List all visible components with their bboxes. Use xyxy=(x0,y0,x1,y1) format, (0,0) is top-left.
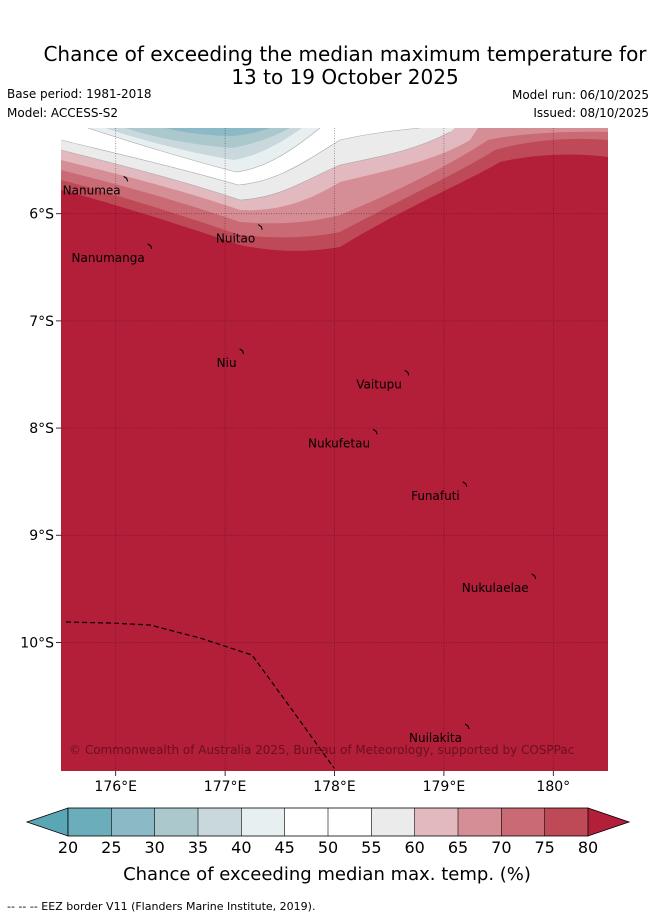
colorbar-tick-label: 20 xyxy=(58,838,78,857)
island-nanumea: Nanumea xyxy=(63,175,129,197)
colorbar-cell xyxy=(111,808,156,836)
colorbar-frame xyxy=(67,807,589,837)
colorbar-tick-label: 70 xyxy=(491,838,511,857)
island-funafuti: Funafuti xyxy=(411,481,468,503)
island-nuitao: Nuitao xyxy=(216,224,263,246)
colorbar-cell xyxy=(328,808,372,836)
colorbar-cell xyxy=(198,808,242,836)
island-label: Nukufetau xyxy=(308,436,370,450)
colorbar-tick-label: 75 xyxy=(534,838,554,857)
island-label: Niu xyxy=(217,356,237,370)
island-vaitupu: Vaitupu xyxy=(356,369,410,391)
colorbar-under-arrow xyxy=(25,807,69,837)
island-label: Vaitupu xyxy=(356,377,402,391)
colorbar-cell xyxy=(414,808,459,836)
island-nukulaelae: Nukulaelae xyxy=(462,573,537,595)
y-axis-ticks: 6°S 7°S 8°S 9°S 10°S xyxy=(20,207,61,651)
y-tick-label: 9°S xyxy=(29,528,54,544)
colorbar-cell xyxy=(154,808,199,836)
island-label: Nuilakita xyxy=(409,731,462,745)
colorbar-tick-label: 45 xyxy=(274,838,294,857)
island-shape xyxy=(462,481,468,487)
colorbar-tick-label: 55 xyxy=(361,838,381,857)
model-name: Model: ACCESS-S2 xyxy=(7,106,119,120)
y-tick-label: 7°S xyxy=(29,314,54,330)
island-shape xyxy=(531,573,537,580)
probability-field xyxy=(61,128,608,771)
colorbar: 20 25 30 35 40 45 50 55 60 65 70 75 80 Chance of exc… xyxy=(25,807,631,885)
island-label: Nukulaelae xyxy=(462,581,529,595)
chart-title-line2: 13 to 19 October 2025 xyxy=(231,65,459,89)
colorbar-cell xyxy=(544,808,589,836)
y-tick-label: 10°S xyxy=(20,635,54,651)
colorbar-tick-label: 25 xyxy=(101,838,121,857)
island-shape xyxy=(464,723,470,730)
issued-date: Issued: 08/10/2025 xyxy=(533,106,649,120)
graticule xyxy=(61,128,608,771)
colorbar-tick-label: 60 xyxy=(404,838,424,857)
credit-text: © Commonwealth of Australia 2025, Bureau… xyxy=(69,743,574,757)
x-tick-label: 179°E xyxy=(423,779,466,795)
band-25-30 xyxy=(165,128,270,136)
island-shape xyxy=(147,243,153,250)
colorbar-cell xyxy=(458,808,502,836)
colorbar-tick-label: 40 xyxy=(231,838,251,857)
colorbar-cell xyxy=(371,808,416,836)
chart-title-line1: Chance of exceeding the median maximum t… xyxy=(43,42,647,66)
island-label: Nuitao xyxy=(216,232,255,246)
island-labels: Nanumea Nanumanga Nuitao Niu Vaitupu Nukufeta… xyxy=(63,175,537,745)
island-nuilakita: Nuilakita xyxy=(409,723,470,745)
colorbar-tick-label: 65 xyxy=(448,838,468,857)
island-label: Nanumea xyxy=(63,183,121,197)
model-run: Model run: 06/10/2025 xyxy=(511,88,649,102)
eez-border xyxy=(65,621,335,769)
island-nanumanga: Nanumanga xyxy=(72,243,153,265)
island-shape xyxy=(239,348,245,355)
colorbar-cell xyxy=(501,808,546,836)
island-label: Nanumanga xyxy=(72,251,145,265)
x-axis-ticks: 176°E 177°E 178°E 179°E 180° xyxy=(94,771,570,795)
base-period: Base period: 1981-2018 xyxy=(7,87,152,101)
colorbar-title: Chance of exceeding median max. temp. (%… xyxy=(123,864,531,885)
colorbar-tick-label: 50 xyxy=(318,838,338,857)
eez-legend: -- -- -- EEZ border V11 (Flanders Marine… xyxy=(7,900,316,913)
y-tick-label: 8°S xyxy=(29,421,54,437)
x-tick-label: 180° xyxy=(536,779,570,795)
colorbar-tick-label: 30 xyxy=(144,838,164,857)
y-tick-label: 6°S xyxy=(29,207,54,223)
island-shape xyxy=(404,369,410,376)
island-label: Funafuti xyxy=(411,489,460,503)
colorbar-cell xyxy=(241,808,286,836)
island-shape xyxy=(372,428,378,435)
colorbar-cell xyxy=(284,808,329,836)
colorbar-tick-label: 35 xyxy=(188,838,208,857)
contour-lines xyxy=(61,128,451,201)
island-shape xyxy=(123,175,129,182)
colorbar-tick-label: 80 xyxy=(578,838,598,857)
colorbar-over-arrow xyxy=(587,807,631,837)
x-tick-label: 178°E xyxy=(313,779,356,795)
island-nukufetau: Nukufetau xyxy=(308,428,378,450)
x-tick-label: 176°E xyxy=(94,779,137,795)
island-shape xyxy=(257,224,263,230)
x-tick-label: 177°E xyxy=(204,779,247,795)
colorbar-cell xyxy=(68,808,112,836)
island-niu: Niu xyxy=(217,348,245,370)
